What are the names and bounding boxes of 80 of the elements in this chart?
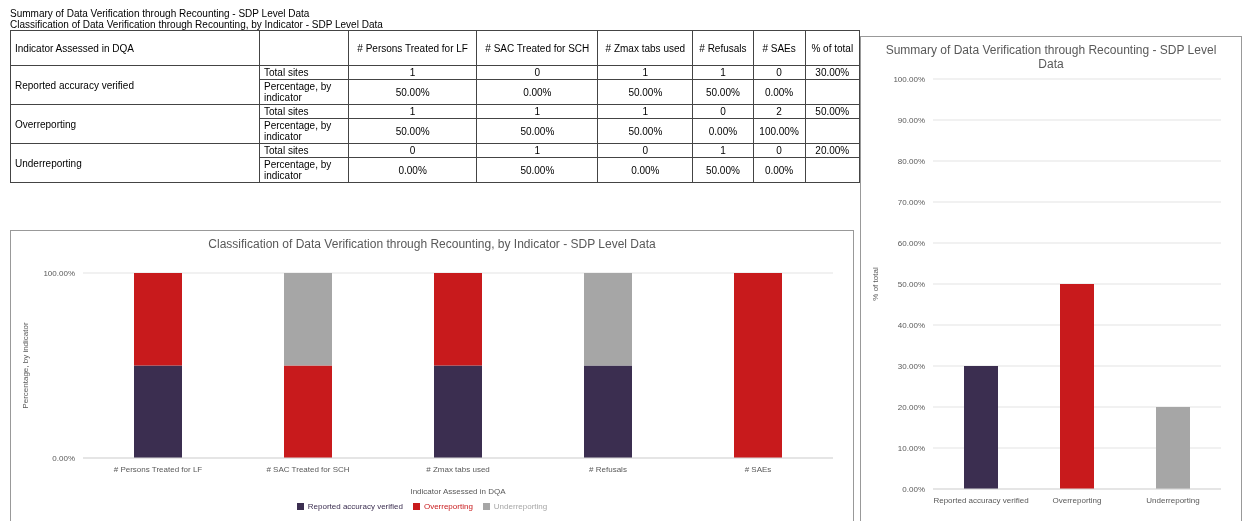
data-label: 0.00% bbox=[597, 157, 693, 183]
data-label: 1 bbox=[476, 104, 598, 119]
x-tick-label: Overreporting bbox=[1052, 495, 1102, 505]
data-label: 1 bbox=[348, 104, 477, 119]
data-label: 0 bbox=[753, 65, 806, 80]
x-tick-label: # Persons Treated for LF bbox=[348, 30, 477, 66]
x-tick-label: # SAC Treated for SCH bbox=[476, 30, 598, 66]
data-label: 1 bbox=[597, 104, 693, 119]
data-label: 0 bbox=[348, 143, 477, 158]
data-label: 0.00% bbox=[348, 157, 477, 183]
bar bbox=[1156, 407, 1190, 489]
data-label: 0.00% bbox=[753, 79, 806, 105]
data-label: 1 bbox=[348, 65, 477, 80]
y-tick-label: 40.00% bbox=[897, 320, 925, 330]
data-label: 100.00% bbox=[753, 118, 806, 144]
y-axis-title: Indicator Assessed in DQA bbox=[10, 30, 260, 66]
data-label: 50.00% bbox=[692, 79, 754, 105]
x-axis-title: Indicator Assessed in DQA bbox=[410, 487, 507, 496]
chart-title: Classification of Data Verification through Recounting, by Indicator - SDP Level Data bbox=[207, 236, 657, 253]
y-tick-label: 60.00% bbox=[897, 238, 925, 248]
y2-tick-label: Overreporting bbox=[10, 104, 260, 144]
data-label: 1 bbox=[692, 65, 754, 80]
y-axis-title: % of total bbox=[870, 267, 880, 301]
x-tick-label: # SAEs bbox=[744, 464, 772, 474]
y2-tick-label: Underreporting bbox=[10, 143, 260, 183]
x-tick-label: Reported accuracy verified bbox=[933, 495, 1029, 505]
x-tick-label: # Zmax tabs used bbox=[597, 30, 693, 66]
data-label: 50.00% bbox=[348, 118, 477, 144]
data-label: 0 bbox=[753, 143, 806, 158]
y-tick-label: Total sites bbox=[259, 65, 349, 80]
data-label: 30.00% bbox=[805, 65, 860, 80]
x-tick-label: # SAC Treated for SCH bbox=[266, 464, 350, 474]
data-label: 50.00% bbox=[597, 118, 693, 144]
chart-title: Summary of Data Verification through Recounting - SDP Level Data bbox=[884, 42, 1218, 73]
y-tick-label: Percentage, by indicator bbox=[259, 118, 349, 144]
y-tick-label: Total sites bbox=[259, 143, 349, 158]
data-label: 1 bbox=[476, 143, 598, 158]
data-label: 1 bbox=[692, 143, 754, 158]
data-label: 0 bbox=[476, 65, 598, 80]
y-tick-label: 80.00% bbox=[897, 156, 925, 166]
data-label: 0.00% bbox=[692, 118, 754, 144]
data-label: 0.00% bbox=[753, 157, 806, 183]
data-label: 2 bbox=[753, 104, 806, 119]
x-tick-label: Underreporting bbox=[1146, 495, 1200, 505]
y-tick-label: 30.00% bbox=[897, 361, 925, 371]
data-label: 50.00% bbox=[476, 157, 598, 183]
y-tick-label: 90.00% bbox=[897, 115, 925, 125]
data-label: 50.00% bbox=[692, 157, 754, 183]
data-label: 20.00% bbox=[805, 143, 860, 158]
x-tick-label: # SAEs bbox=[753, 30, 806, 66]
x-tick-label: # Zmax tabs used bbox=[426, 464, 490, 474]
data-label: 0.00% bbox=[476, 79, 598, 105]
y-tick-label: Percentage, by indicator bbox=[259, 79, 349, 105]
x-tick-label: % of total bbox=[805, 30, 860, 66]
text: Summary of Data Verification through Recounting - SDP Level Data bbox=[10, 8, 311, 19]
y-tick-label: 70.00% bbox=[897, 197, 925, 207]
y-tick-label: 50.00% bbox=[897, 279, 925, 289]
legend-label: Overreporting bbox=[423, 502, 473, 511]
data-label: 0 bbox=[597, 143, 693, 158]
legend-label: Underreporting bbox=[493, 502, 548, 511]
data-label: 50.00% bbox=[348, 79, 477, 105]
y-tick-label: 10.00% bbox=[897, 443, 925, 453]
y-tick-label: 20.00% bbox=[897, 402, 925, 412]
data-label: 0 bbox=[692, 104, 754, 119]
y-tick-label: Percentage, by indicator bbox=[259, 157, 349, 183]
bar bbox=[1060, 284, 1094, 489]
text: Classification of Data Verification through Recounting, by Indicator - SDP Level Data bbox=[10, 19, 384, 30]
y-tick-label: 100.00% bbox=[893, 74, 925, 84]
y-tick-label: Total sites bbox=[259, 104, 349, 119]
data-label: 50.00% bbox=[805, 104, 860, 119]
x-tick-label: # Refusals bbox=[589, 464, 627, 474]
data-label: 50.00% bbox=[476, 118, 598, 144]
x-tick-label: # Refusals bbox=[692, 30, 754, 66]
y2-tick-label: Reported accuracy verified bbox=[10, 65, 260, 105]
data-label: 50.00% bbox=[597, 79, 693, 105]
y-tick-label: 0.00% bbox=[902, 484, 925, 494]
x-tick-label: # Persons Treated for LF bbox=[113, 464, 203, 474]
legend-label: Reported accuracy verified bbox=[307, 502, 403, 511]
bar bbox=[964, 366, 998, 489]
data-label: 1 bbox=[597, 65, 693, 80]
